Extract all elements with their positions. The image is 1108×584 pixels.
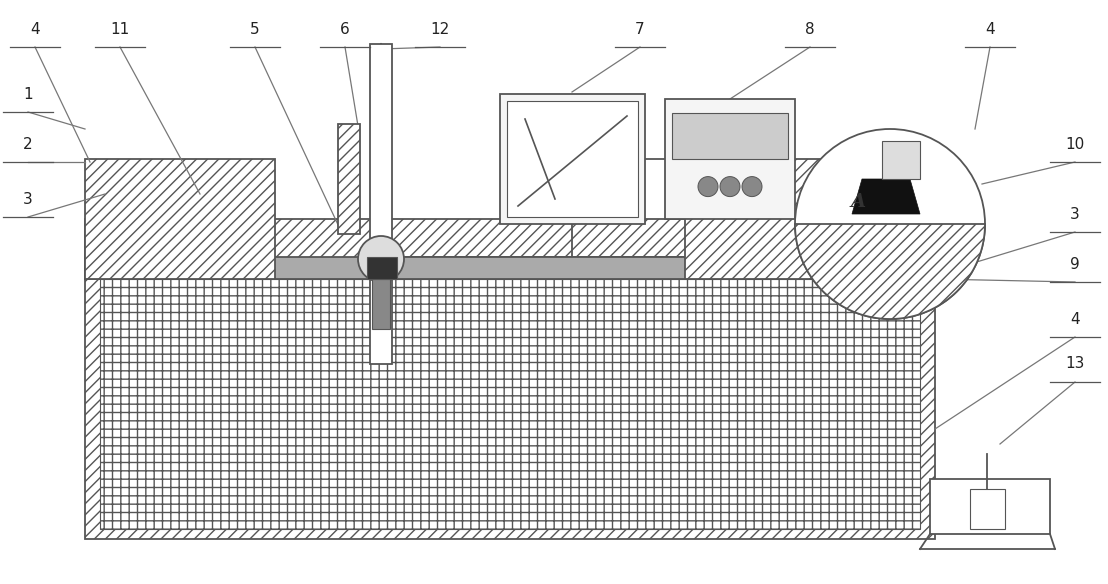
Text: 2: 2 [23,137,33,151]
Text: 3: 3 [23,192,33,207]
Bar [665,99,796,219]
Bar [507,101,638,217]
Text: 10: 10 [1066,137,1085,151]
Circle shape [720,176,740,197]
Text: 9: 9 [1070,256,1080,272]
Text: 12: 12 [430,22,450,37]
Polygon shape [852,179,920,214]
Bar [85,257,935,279]
Bar [372,279,390,329]
Bar [85,159,275,279]
Bar [500,94,645,224]
Text: 6: 6 [340,22,350,37]
Text: 13: 13 [1065,356,1085,371]
Bar [970,489,1005,529]
Bar [338,124,360,234]
Text: 11: 11 [111,22,130,37]
Text: 1: 1 [23,86,33,102]
Bar [685,159,935,279]
Circle shape [796,129,985,319]
Text: A: A [851,193,865,211]
Text: 5: 5 [250,22,259,37]
Text: 8: 8 [806,22,814,37]
Bar [671,113,788,159]
Bar [100,279,920,529]
Circle shape [742,176,762,197]
Bar [882,141,920,179]
Circle shape [358,236,404,282]
Bar [85,219,935,539]
Text: 4: 4 [1070,311,1080,326]
Bar [370,44,392,364]
Polygon shape [796,224,985,319]
Text: 3: 3 [1070,207,1080,221]
Bar [367,257,397,279]
Bar [930,479,1050,534]
Text: 7: 7 [635,22,645,37]
Circle shape [698,176,718,197]
Text: 4: 4 [30,22,40,37]
Text: 4: 4 [985,22,995,37]
